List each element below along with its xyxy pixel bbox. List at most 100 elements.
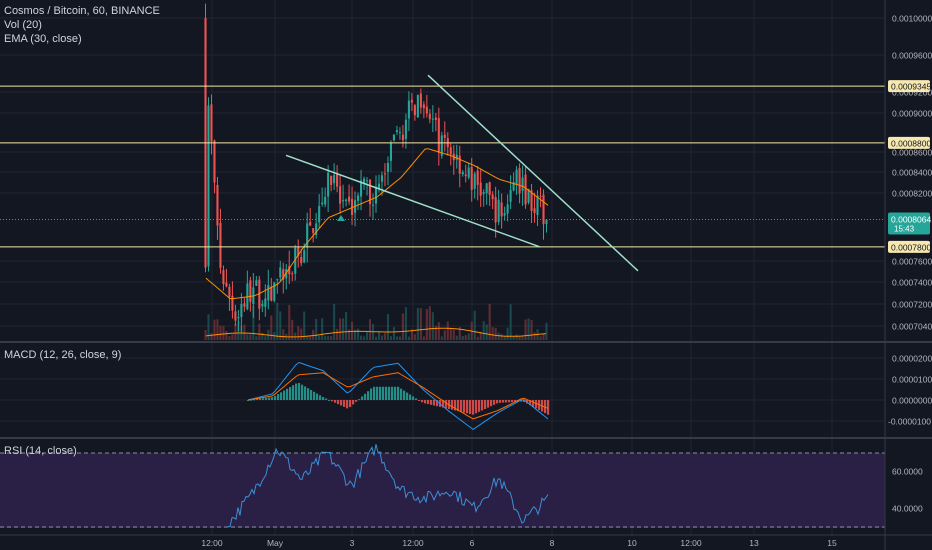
- volume-bar: [312, 329, 315, 340]
- price-axis[interactable]: 0.0010000 0.0009600 0.0009200 0.0009000 0.00…: [888, 14, 932, 514]
- volume-bar: [330, 336, 333, 340]
- candle-body: [225, 282, 228, 287]
- candle-body: [407, 100, 410, 119]
- candle-body: [443, 134, 446, 138]
- macd-histogram-bar: [376, 386, 379, 400]
- candle-body: [398, 132, 401, 134]
- macd-histogram-bar: [292, 385, 295, 400]
- candle-body: [479, 182, 482, 196]
- candle-body: [482, 192, 485, 195]
- macd-histogram-bar: [298, 382, 301, 400]
- ema-legend[interactable]: EMA (30, close): [4, 33, 82, 45]
- candle-body: [533, 208, 536, 213]
- macd-histogram-bar: [397, 386, 400, 400]
- candle-body: [467, 167, 470, 178]
- volume-bar: [509, 304, 512, 340]
- candle-body: [521, 177, 524, 191]
- candle-body: [431, 118, 434, 120]
- volume-bar: [249, 334, 252, 340]
- macd-histogram-bar: [514, 400, 517, 402]
- candle-body: [437, 117, 440, 153]
- candle-body: [297, 247, 300, 256]
- macd-histogram-bar: [481, 400, 484, 411]
- price-tick-label: 0.0008200: [892, 189, 932, 199]
- candle-body: [440, 135, 443, 156]
- horizontal-lines[interactable]: [0, 85, 885, 248]
- rsi-tick-label: 60.0000: [892, 467, 923, 477]
- price-tag-label: 0.0008800: [891, 138, 931, 148]
- candle-body: [401, 134, 404, 141]
- macd-histogram-bar: [250, 399, 253, 401]
- symbol-title[interactable]: Cosmos / Bitcoin, 60, BINANCE: [4, 5, 160, 17]
- ema-line: [205, 148, 549, 300]
- last-price-tag: [888, 212, 930, 235]
- volume-bar: [362, 336, 366, 340]
- trendlines[interactable]: [285, 74, 639, 272]
- volume-bar: [443, 330, 446, 340]
- candle-body: [392, 134, 395, 141]
- volume-bar: [431, 312, 434, 340]
- macd-histogram-bar: [430, 400, 433, 405]
- macd-histogram-bar: [475, 400, 478, 414]
- macd-histogram-bar: [535, 400, 538, 409]
- trendline-upper: [427, 74, 639, 272]
- time-tick-label: 12:00: [402, 538, 424, 548]
- candle-body: [395, 130, 398, 132]
- candle-body: [524, 174, 527, 205]
- volume-bar: [252, 305, 255, 340]
- macd-histogram-bar: [277, 394, 280, 400]
- price-tag: [888, 80, 930, 93]
- macd-histogram-bar: [424, 400, 427, 404]
- macd-histogram-bar: [313, 391, 316, 400]
- macd-histogram-bar: [436, 400, 439, 407]
- macd-histogram-bar: [523, 400, 526, 402]
- candle-body: [228, 286, 231, 297]
- volume-bar: [452, 329, 455, 340]
- volume-bar: [464, 335, 467, 340]
- candle-body: [276, 279, 279, 281]
- macd-histogram-bar: [370, 388, 373, 400]
- candle-body: [240, 303, 243, 318]
- volume-bar: [530, 319, 533, 340]
- candle-body: [294, 247, 297, 274]
- macd-histogram-bar: [427, 400, 430, 405]
- candle-body: [210, 104, 213, 142]
- volume-bar: [485, 324, 488, 340]
- macd-histogram-bar: [418, 400, 421, 401]
- candle-body: [315, 223, 318, 235]
- macd-histogram-bar: [289, 387, 292, 400]
- volume-bar: [210, 333, 213, 340]
- volume-bar: [359, 335, 363, 340]
- macd-histogram-bar: [322, 397, 325, 400]
- volume-bar: [434, 325, 437, 340]
- candle-body: [249, 280, 252, 302]
- macd-histogram-bar: [304, 386, 307, 400]
- price-tick-label: 0.0008600: [892, 148, 932, 158]
- volume-bar: [297, 326, 300, 340]
- rsi-title[interactable]: RSI (14, close): [4, 445, 77, 457]
- volume-bar: [392, 327, 395, 340]
- candle-body: [503, 213, 506, 216]
- macd-histogram-bar: [349, 400, 352, 408]
- macd-histogram-bar: [529, 400, 532, 406]
- candle-body: [207, 105, 210, 267]
- macd-histogram-bar: [502, 400, 505, 403]
- time-axis[interactable]: 12:00 May 3 12:00 6 8 10 12:00 13 15: [201, 538, 837, 548]
- candle-body: [279, 267, 282, 278]
- candle-body: [261, 303, 264, 307]
- macd-histogram-bar: [271, 397, 274, 400]
- volume-bar: [204, 330, 207, 340]
- candle-body: [243, 303, 246, 307]
- candle-body: [473, 173, 476, 189]
- volume-bar: [315, 318, 318, 340]
- candle-body: [383, 173, 387, 175]
- volume-bar: [542, 334, 545, 340]
- volume-bar: [255, 336, 258, 340]
- macd-line: [247, 361, 549, 431]
- candle-body: [255, 280, 258, 286]
- volume-bar: [291, 319, 294, 340]
- macd-title[interactable]: MACD (12, 26, close, 9): [4, 349, 122, 361]
- volume-legend[interactable]: Vol (20): [4, 19, 42, 31]
